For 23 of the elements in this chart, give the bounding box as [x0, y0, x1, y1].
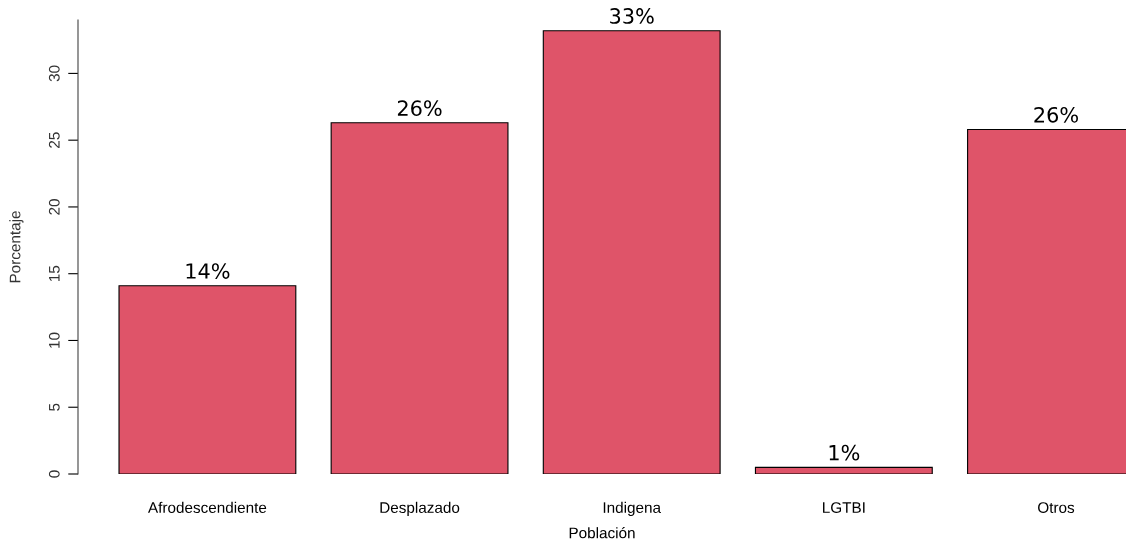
data-label: 14% [186, 263, 230, 279]
x-tick-label: Otros [1038, 502, 1075, 513]
y-tick-label: 0 [48, 470, 60, 478]
y-tick-label: 20 [48, 199, 60, 215]
data-label: 33% [610, 8, 654, 24]
bar [542, 30, 721, 474]
data-label: 26% [1034, 106, 1078, 123]
y-tick-label: 25 [48, 132, 60, 148]
y-tick-label: 5 [49, 403, 60, 411]
bar [330, 122, 509, 474]
data-label: 26% [397, 100, 442, 116]
y-tick-label: 10 [48, 332, 60, 348]
y-tick-label: 15 [49, 265, 60, 282]
data-label: 1% [829, 444, 860, 461]
x-tick-label: Indigena [603, 501, 662, 517]
x-axis-title: Población [569, 526, 635, 539]
y-axis-title: Porcentaje [9, 211, 24, 283]
bar [118, 285, 297, 474]
x-tick-label: LGTBI [823, 502, 865, 513]
y-tick-label: 30 [48, 65, 60, 82]
x-tick-label: Desplazado [380, 501, 460, 517]
x-tick-label: Afrodescendiente [147, 501, 267, 513]
bar [754, 466, 933, 474]
